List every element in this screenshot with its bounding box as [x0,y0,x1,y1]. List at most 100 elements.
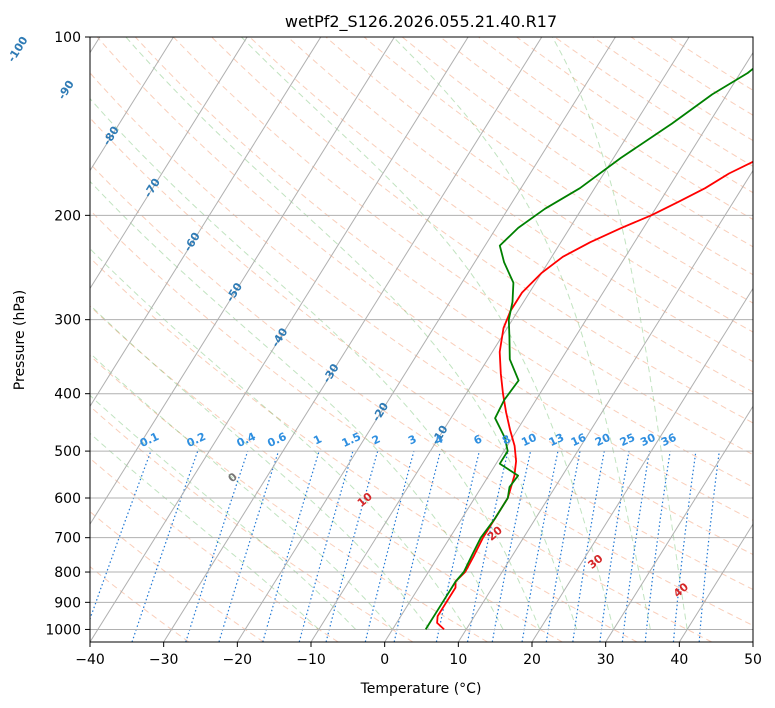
x-tick-label: −10 [296,652,326,668]
isotherm-label: -90 [55,78,77,102]
isotherm-label: -80 [100,124,122,148]
y-axis: 1000 900 800 700 600 500 400 300 200 100 [45,30,90,638]
dry-adiabat-line [90,72,753,556]
y-tick-label: 200 [54,208,81,224]
moist-adiabat-line [90,97,541,630]
isotherm-line [752,641,753,642]
mixing-ratio-label: 20 [593,431,613,449]
x-tick-label: 40 [670,652,688,668]
y-tick-label: 400 [54,387,81,403]
isotherm-label: -50 [224,280,246,304]
isotherm-label: -60 [181,230,203,254]
isotherm-line [90,37,469,642]
moist-adiabat-line [90,248,467,630]
moist-adiabats [90,37,688,630]
x-tick-label: 50 [744,652,762,668]
isotherm-line [384,51,753,642]
dry-adiabat-line [668,37,753,91]
mixing-ratio-label: 6 [472,432,485,447]
mixing-ratio-line [621,450,651,642]
y-tick-label: 500 [54,444,81,460]
mixing-ratio-label: 0.1 [138,430,161,450]
mixing-ratio-line [521,450,559,642]
y-tick-label: 100 [54,30,81,46]
isotherm-line [90,37,248,290]
mixing-ratio-label: 0.4 [235,430,258,450]
moist-adiabat-line [90,432,320,630]
x-tick-label: 10 [449,652,467,668]
dry-adiabat-line [90,305,563,642]
plot-frame [89,36,754,643]
moist-adiabat-label: 0 [226,470,240,485]
mixing-ratio-line [435,450,480,642]
x-tick-label: −30 [149,652,179,668]
moist-adiabat-label: 30 [585,552,605,572]
dry-adiabat-line [90,257,638,642]
dry-adiabat-line [90,209,712,642]
dry-adiabat-line [249,37,753,393]
mixing-ratio-label: 13 [547,431,566,449]
moist-adiabat-line [90,180,504,630]
dry-adiabat-line [90,566,190,642]
mixing-ratio-label: 2 [370,432,382,447]
dry-adiabat-line [592,37,753,142]
mixing-ratio-label: 25 [618,431,637,449]
mixing-ratio-label: 16 [569,431,589,449]
moist-adiabat-line [90,352,393,630]
x-tick-label: −40 [75,652,105,668]
mixing-ratio-line [491,450,532,642]
mixing-ratio-line [698,451,720,642]
isotherm-line [678,523,753,642]
isotherm-label: -20 [370,400,392,424]
dry-adiabat-line [134,37,753,488]
dry-adiabat-line [325,37,753,333]
dry-adiabat-line [90,511,264,642]
x-tick-label: 30 [597,652,615,668]
temperature-trace [436,160,753,631]
mixing-ratio-line [90,450,152,621]
isotherm-line [90,37,395,526]
dry-adiabat-line [439,37,753,248]
isotherm-line [531,287,753,642]
moist-adiabat-label: 40 [671,580,691,600]
chart-title: wetPf2_S126.2026.055.21.40.R17 [285,12,557,32]
dry-adiabat-line [90,117,753,591]
x-axis-title: Temperature (°C) [360,681,482,697]
mixing-ratio-line [672,451,697,642]
isotherm-label: -100 [5,34,31,65]
mixing-ratio-line [298,450,354,642]
mixing-ratio-line [131,450,199,642]
isotherm-line [236,37,616,642]
dewpoint-trace [424,67,753,630]
mixing-ratio-line [185,450,249,642]
moist-adiabat-label: 20 [485,523,505,543]
mixing-ratio-line [644,451,671,642]
mixing-ratio-line [572,450,605,642]
mixing-ratio-line [545,450,581,642]
y-tick-label: 300 [54,313,81,329]
mixing-ratio-line [325,450,379,642]
x-tick-label: 20 [523,652,541,668]
y-tick-label: 900 [54,595,81,611]
isotherm-label: -30 [320,361,342,385]
isotherm-lines [90,37,753,642]
dry-adiabat-line [287,37,753,363]
moist-adiabat-line [90,304,430,630]
moist-adiabat-line [241,37,614,630]
dry-adiabat-line [173,37,753,456]
x-axis: −40 −30 −20 −10 0 10 20 30 40 50 [75,642,762,668]
y-tick-label: 700 [54,531,81,547]
moist-adiabat-line [392,37,651,630]
x-tick-label: −20 [223,652,253,668]
moist-adiabat-line [551,37,688,630]
isotherm-line [90,37,174,172]
mixing-ratio-label: 1 [311,432,323,447]
x-tick-label: 0 [380,652,389,668]
mixing-ratio-label: 0.2 [185,430,208,450]
y-axis-title: Pressure (hPa) [12,290,28,390]
mixing-ratio-line [364,450,415,642]
mixing-ratio-line [218,450,280,642]
mixing-ratio-label: 3 [406,432,418,447]
sounding-traces [424,67,753,631]
dry-adiabat-line [96,37,753,521]
